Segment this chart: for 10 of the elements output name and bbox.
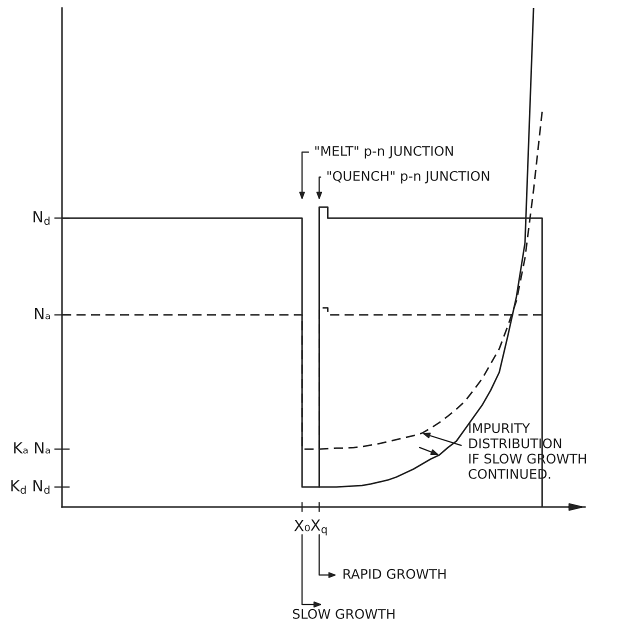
- text: N$_{d}$: [34, 211, 50, 225]
- text: Kₐ Nₐ: [14, 442, 50, 454]
- x-tick-label: X₀: [294, 520, 310, 532]
- text: Nₐ: [34, 308, 50, 320]
- annotation: "QUENCH" p-n JUNCTION: [327, 170, 490, 184]
- text: SLOW GROWTH: [292, 608, 394, 619]
- text: K$_{d}$ N$_{d}$: [11, 480, 50, 494]
- text: RAPID GROWTH: [344, 568, 446, 579]
- x-tick-label: X$_{q}$: [310, 520, 327, 536]
- annotation: "MELT" p-n JUNCTION: [315, 146, 453, 158]
